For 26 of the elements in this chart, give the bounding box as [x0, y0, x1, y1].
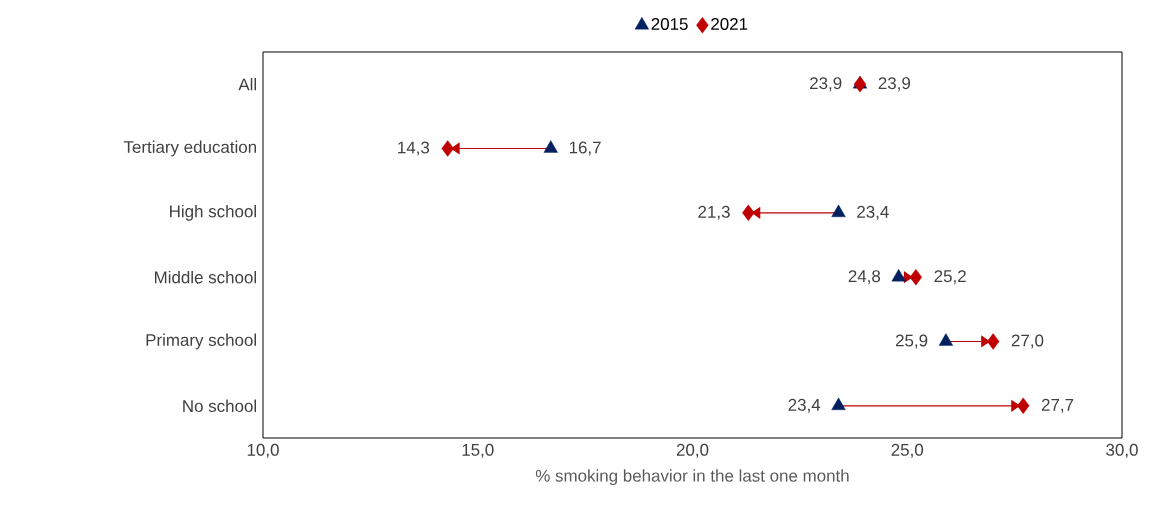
- x-tick-label: 10,0: [247, 443, 279, 458]
- y-tick-label: Middle school: [155, 270, 256, 284]
- y-tick-label: High school: [170, 204, 256, 221]
- y-tick-label: Tertiary education: [123, 140, 257, 157]
- data-label: 23,9: [810, 77, 842, 92]
- legend-label: 2015: [651, 18, 688, 31]
- x-tick-label: 20,0: [676, 443, 709, 458]
- data-label: 21,3: [698, 205, 730, 220]
- data-label: 24,8: [848, 270, 881, 285]
- y-tick-label: Primary school: [146, 333, 256, 350]
- data-label: 25,9: [895, 334, 928, 349]
- data-label: 23,4: [857, 205, 889, 220]
- data-label: 23,4: [788, 398, 821, 413]
- x-tick-label: 30,0: [1106, 443, 1138, 458]
- x-tick-label: 15,0: [462, 443, 494, 458]
- y-tick-label: All: [238, 78, 257, 91]
- data-label: 27,0: [1011, 334, 1044, 349]
- data-label: 25,2: [934, 270, 966, 285]
- data-label: 16,7: [569, 141, 601, 156]
- y-tick-label: No school: [183, 399, 256, 413]
- legend-label: 2021: [711, 18, 748, 31]
- data-label: 14,3: [398, 141, 430, 156]
- data-label: 23,9: [878, 77, 911, 92]
- x-tick-label: 25,0: [891, 443, 924, 458]
- data-label: 27,7: [1041, 398, 1074, 413]
- x-axis-title: % smoking behavior in the last one month: [535, 469, 849, 486]
